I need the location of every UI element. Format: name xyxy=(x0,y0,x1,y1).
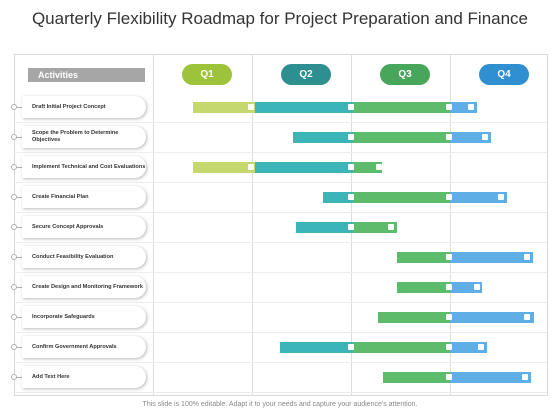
gantt-bar-segment xyxy=(397,252,450,263)
row-connector-line xyxy=(16,167,22,168)
gantt-bar-segment xyxy=(193,162,255,173)
activity-label: Conduct Feasibility Evaluation xyxy=(22,246,146,268)
gantt-bar-segment xyxy=(450,192,507,203)
activity-label: Draft Initial Project Concept xyxy=(22,96,146,118)
gantt-bar-segment xyxy=(255,162,353,173)
gantt-bar-segment xyxy=(353,162,382,173)
milestone-marker xyxy=(522,374,528,380)
quarter-q2-header: Q2 xyxy=(281,64,331,85)
activity-label: Implement Technical and Cost Evaluations xyxy=(22,156,146,178)
milestone-marker xyxy=(468,104,474,110)
row-connector-line xyxy=(16,137,22,138)
grid-row-line xyxy=(14,362,547,363)
gantt-bar-segment xyxy=(293,132,353,143)
row-connector-line xyxy=(16,107,22,108)
milestone-marker xyxy=(348,164,354,170)
milestone-marker xyxy=(446,254,452,260)
row-connector-line xyxy=(16,287,22,288)
grid-row-line xyxy=(14,212,547,213)
grid-row-line xyxy=(14,302,547,303)
milestone-marker xyxy=(478,344,484,350)
quarter-q1-header: Q1 xyxy=(182,64,232,85)
grid-column-line xyxy=(252,54,253,396)
gantt-bar-segment xyxy=(193,102,255,113)
gantt-bar-segment xyxy=(296,222,353,233)
milestone-marker xyxy=(446,284,452,290)
activity-label: Add Text Here xyxy=(22,366,146,388)
grid-column-line xyxy=(153,54,154,396)
activity-label: Secure Concept Approvals xyxy=(22,216,146,238)
milestone-marker xyxy=(446,314,452,320)
grid-row-line xyxy=(14,182,547,183)
gantt-bar-segment xyxy=(383,372,450,383)
gantt-bar-segment xyxy=(450,132,491,143)
grid-row-line xyxy=(14,242,547,243)
page-title: Quarterly Flexibility Roadmap for Projec… xyxy=(31,9,529,28)
milestone-marker xyxy=(348,134,354,140)
milestone-marker xyxy=(446,134,452,140)
milestone-marker xyxy=(524,314,530,320)
gantt-bar-segment xyxy=(450,342,487,353)
milestone-marker xyxy=(446,194,452,200)
gantt-bar-segment xyxy=(450,312,534,323)
quarter-q3-header: Q3 xyxy=(380,64,430,85)
gantt-bar-segment xyxy=(450,102,477,113)
gantt-bar-segment xyxy=(397,282,450,293)
milestone-marker xyxy=(248,104,254,110)
row-connector-line xyxy=(16,227,22,228)
milestone-marker xyxy=(446,344,452,350)
gantt-bar-segment xyxy=(280,342,353,353)
row-connector-line xyxy=(16,347,22,348)
row-connector-line xyxy=(16,377,22,378)
gantt-bar-segment xyxy=(353,222,397,233)
activity-label: Create Design and Monitoring Framework xyxy=(22,276,146,298)
row-connector-line xyxy=(16,197,22,198)
milestone-marker xyxy=(248,164,254,170)
grid-column-line xyxy=(450,54,451,396)
milestone-marker xyxy=(348,104,354,110)
milestone-marker xyxy=(524,254,530,260)
milestone-marker xyxy=(446,104,452,110)
milestone-marker xyxy=(376,164,382,170)
grid-row-line xyxy=(14,332,547,333)
grid-row-line xyxy=(14,152,547,153)
gantt-bar-segment xyxy=(378,312,450,323)
quarter-q4-header: Q4 xyxy=(479,64,529,85)
row-connector-line xyxy=(16,257,22,258)
milestone-marker xyxy=(498,194,504,200)
gantt-bar-segment xyxy=(353,192,450,203)
activity-label: Confirm Government Approvals xyxy=(22,336,146,358)
milestone-marker xyxy=(348,344,354,350)
grid-row-line xyxy=(14,122,547,123)
gantt-bar-segment xyxy=(353,132,450,143)
milestone-marker xyxy=(388,224,394,230)
grid-row-line xyxy=(14,392,547,393)
activity-label: Create Financial Plan xyxy=(22,186,146,208)
gantt-bar-segment xyxy=(323,192,353,203)
gantt-bar-segment xyxy=(255,102,353,113)
milestone-marker xyxy=(482,134,488,140)
gantt-bar-segment xyxy=(450,372,531,383)
activities-header: Activities xyxy=(28,68,145,82)
footer-note: This slide is 100% editable. Adapt it to… xyxy=(142,401,418,408)
gantt-bar-segment xyxy=(450,282,482,293)
gantt-bar-segment xyxy=(353,342,450,353)
activity-label: Scope the Problem to Determine Objective… xyxy=(22,126,146,148)
milestone-marker xyxy=(348,224,354,230)
milestone-marker xyxy=(474,284,480,290)
grid-row-line xyxy=(14,272,547,273)
activity-label: Incorporate Safeguards xyxy=(22,306,146,328)
gantt-bar-segment xyxy=(450,252,533,263)
milestone-marker xyxy=(446,374,452,380)
gantt-bar-segment xyxy=(353,102,450,113)
row-connector-line xyxy=(16,317,22,318)
milestone-marker xyxy=(348,194,354,200)
